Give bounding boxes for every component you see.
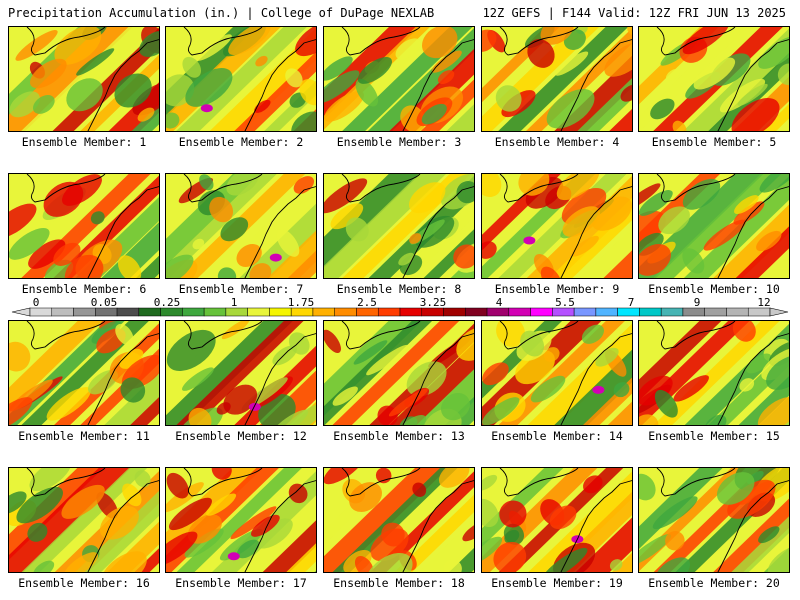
colorbar-swatch [95,307,118,317]
ensemble-member-map [8,320,160,426]
colorbar-swatch [726,307,749,317]
ensemble-member-label: Ensemble Member: 9 [494,282,620,296]
ensemble-member-label: Ensemble Member: 1 [21,135,147,149]
ensemble-member-map [165,173,317,279]
colorbar-tick-label: 12 [757,296,771,309]
colorbar-swatch [160,307,183,317]
ensemble-member-label: Ensemble Member: 20 [648,576,780,590]
ensemble-member-map [481,467,633,573]
colorbar-swatch [573,307,597,317]
ensemble-member-map [323,320,475,426]
ensemble-member-label: Ensemble Member: 15 [648,429,780,443]
colorbar-swatch [51,307,74,317]
colorbar-swatch [704,307,727,317]
ensemble-member-map [481,26,633,132]
ensemble-member-label: Ensemble Member: 8 [336,282,462,296]
ensemble-member-map [8,467,160,573]
colorbar-swatch [530,307,553,317]
colorbar-tick-label: 1.75 [287,296,315,309]
colorbar-left-arrow [11,307,31,317]
colorbar-swatch [639,307,662,317]
colorbar-tick-label: 0 [32,296,40,309]
colorbar-swatch [290,307,314,317]
colorbar-swatch [182,307,205,317]
ensemble-member-map [638,467,790,573]
colorbar-swatch [595,307,618,317]
colorbar-swatch [660,307,684,317]
model-run-info: 12Z GEFS | F144 Valid: 12Z FRI JUN 13 20… [482,6,786,20]
ensemble-member-map [165,467,317,573]
ensemble-member-map [323,173,475,279]
colorbar-swatch [377,307,401,317]
colorbar-swatch [203,307,227,317]
ensemble-member-map [638,26,790,132]
ensemble-member-label: Ensemble Member: 17 [175,576,307,590]
colorbar-tick-label: 5.5 [555,296,575,309]
colorbar-swatch [225,307,248,317]
ensemble-member-label: Ensemble Member: 14 [491,429,623,443]
colorbar-swatch [356,307,379,317]
colorbar-swatch [399,307,423,317]
ensemble-member-map [638,320,790,426]
colorbar-tick-label: 2.5 [357,296,377,309]
colorbar-tick-label: 0.05 [90,296,118,309]
colorbar-swatch [747,307,771,317]
colorbar-swatch [465,307,488,317]
colorbar-tick-label: 1 [230,296,238,309]
ensemble-member-label: Ensemble Member: 4 [494,135,620,149]
ensemble-member-map [165,26,317,132]
colorbar-tick-label: 7 [627,296,635,309]
colorbar-swatch [617,307,640,317]
ensemble-member-map [638,173,790,279]
ensemble-member-label: Ensemble Member: 7 [178,282,304,296]
ensemble-member-label: Ensemble Member: 19 [491,576,623,590]
ensemble-member-map [165,320,317,426]
colorbar-swatch [552,307,575,317]
colorbar-swatch [269,307,292,317]
colorbar-swatch [486,307,510,317]
ensemble-member-map [8,173,160,279]
ensemble-member-map [8,26,160,132]
ensemble-member-label: Ensemble Member: 10 [648,282,780,296]
ensemble-member-label: Ensemble Member: 3 [336,135,462,149]
ensemble-member-map [481,320,633,426]
colorbar-swatch [421,307,444,317]
colorbar-swatch [138,307,161,317]
colorbar-tick-label: 4 [495,296,503,309]
ensemble-member-label: Ensemble Member: 12 [175,429,307,443]
colorbar-swatch [443,307,466,317]
colorbar-swatch [334,307,357,317]
map-title: Precipitation Accumulation (in.) | Colle… [8,6,435,20]
colorbar-right-arrow [769,307,789,317]
colorbar-swatch [682,307,705,317]
ensemble-member-map [481,173,633,279]
ensemble-member-map [323,467,475,573]
colorbar-swatch [29,307,53,317]
ensemble-member-label: Ensemble Member: 18 [333,576,465,590]
colorbar-tick-label: 3.25 [419,296,447,309]
ensemble-member-label: Ensemble Member: 16 [18,576,150,590]
colorbar-tick-label: 0.25 [153,296,181,309]
ensemble-member-label: Ensemble Member: 6 [21,282,147,296]
ensemble-member-label: Ensemble Member: 13 [333,429,465,443]
ensemble-member-map [323,26,475,132]
colorbar-swatch [116,307,140,317]
colorbar-swatch [312,307,335,317]
ensemble-member-label: Ensemble Member: 2 [178,135,304,149]
colorbar-tick-label: 9 [693,296,701,309]
ensemble-member-label: Ensemble Member: 11 [18,429,150,443]
colorbar-swatch [247,307,270,317]
ensemble-member-label: Ensemble Member: 5 [651,135,777,149]
precipitation-colorbar [11,307,789,317]
colorbar-swatch [73,307,96,317]
colorbar-swatch [508,307,531,317]
